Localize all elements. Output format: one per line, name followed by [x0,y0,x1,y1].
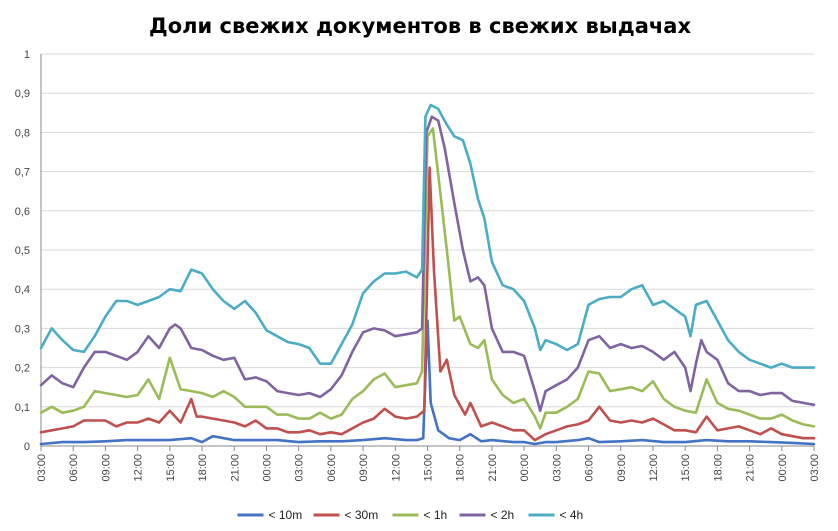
series-lines [39,103,816,446]
series-line-2h [39,115,816,413]
legend-label: < 4h [560,508,584,522]
legend-label: < 30m [345,508,379,522]
x-tick-label: 18:00 [455,454,467,482]
x-tick-label: 06:00 [68,454,80,482]
x-tick-label: 09:00 [100,454,112,482]
series-line-4h [39,103,816,369]
x-tick-label: 03:00 [294,454,306,482]
series-line-10m [39,319,816,446]
y-tick-label: 0,9 [15,88,30,100]
x-tick-label: 09:00 [358,454,370,482]
legend-label: < 10m [269,508,303,522]
x-axis: 03:00 06:00 09:00 12:00 15:00 18:00 21:00 00:00… [36,445,821,482]
y-axis: 0 0,1 0,2 0,3 0,4 0,5 0,6 0,7 0,8 0,9 1 [15,49,42,453]
x-tick-label: 15:00 [165,454,177,482]
chart-title: Доли свежих документов в свежих выдачах [149,14,691,38]
legend-label: < 1h [424,508,448,522]
x-tick-label: 21:00 [745,454,757,482]
x-tick-label: 21:00 [487,454,499,482]
x-tick-label: 00:00 [519,454,531,482]
x-tick-label: 18:00 [712,454,724,482]
y-tick-label: 0,7 [15,167,30,179]
x-tick-label: 15:00 [680,454,692,482]
x-tick-label: 06:00 [326,454,338,482]
series-line-30m [39,166,816,442]
y-tick-label: 0,3 [15,323,30,335]
x-tick-label: 09:00 [616,454,628,482]
x-tick-label: 00:00 [777,454,789,482]
y-tick-label: 0,5 [15,245,30,257]
x-tick-label: 03:00 [809,454,821,482]
x-tick-label: 03:00 [36,454,48,482]
y-tick-label: 0,6 [15,206,30,218]
x-tick-label: 06:00 [584,454,596,482]
x-tick-label: 12:00 [648,454,660,482]
y-tick-label: 0,1 [15,402,30,414]
x-tick-label: 03:00 [551,454,563,482]
legend-label: < 2h [491,508,515,522]
x-tick-label: 18:00 [197,454,209,482]
x-tick-label: 12:00 [133,454,145,482]
y-tick-label: 0 [24,441,30,453]
y-tick-label: 1 [24,49,30,61]
x-tick-label: 21:00 [229,454,241,482]
x-tick-label: 15:00 [423,454,435,482]
y-tick-label: 0,8 [15,127,30,139]
x-tick-label: 00:00 [261,454,273,482]
y-tick-label: 0,2 [15,363,30,375]
x-tick-label: 12:00 [390,454,402,482]
y-tick-label: 0,4 [15,284,30,296]
legend: < 10m < 30m < 1h < 2h < 4h [237,508,584,522]
series-line-1h [39,127,816,430]
